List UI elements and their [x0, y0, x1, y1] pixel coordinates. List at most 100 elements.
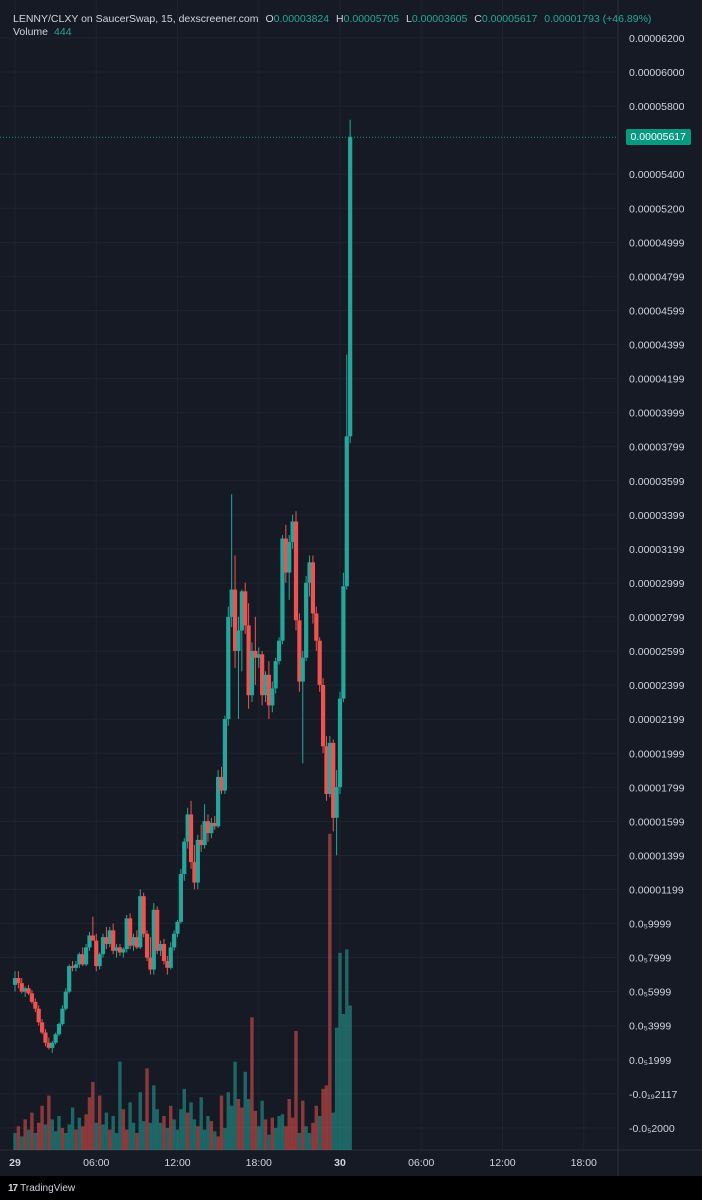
- tradingview-logo[interactable]: 17 TradingView: [8, 1183, 75, 1194]
- volume-bar: [64, 1133, 68, 1150]
- volume-bar: [307, 1133, 312, 1150]
- candle-body: [283, 538, 288, 573]
- volume-bar: [206, 1116, 210, 1150]
- time-tick-label: 30: [334, 1157, 346, 1169]
- volume-bar: [233, 1061, 237, 1150]
- volume-bar: [158, 1122, 163, 1150]
- volume-bar: [304, 1126, 308, 1150]
- volume-bar: [162, 1116, 166, 1150]
- volume-bar: [219, 1095, 224, 1150]
- candle-body: [327, 742, 332, 794]
- candle-body: [121, 949, 126, 953]
- volume-bar: [131, 1122, 136, 1150]
- volume-bar: [338, 952, 342, 1150]
- volume-bar: [345, 949, 349, 1150]
- candle-body: [337, 698, 343, 788]
- candle-body: [317, 640, 322, 685]
- volume-bar: [314, 1105, 319, 1150]
- volume-bar: [301, 1100, 305, 1150]
- volume-bar: [216, 1136, 220, 1150]
- volume-bar: [294, 1031, 298, 1150]
- volume-bar: [36, 1122, 41, 1150]
- candle-body: [111, 930, 116, 951]
- time-tick-label: 06:00: [408, 1157, 434, 1169]
- volume-bar: [125, 1129, 129, 1150]
- price-tick-label: 0.00004599: [629, 305, 685, 317]
- candle-body: [12, 978, 18, 985]
- price-tick-label: 0.00006200: [629, 33, 685, 45]
- candle-body: [70, 966, 75, 968]
- candle-body: [60, 1008, 65, 1025]
- candle-body: [195, 839, 200, 883]
- candle-body: [161, 943, 167, 962]
- volume-bar: [47, 1095, 51, 1150]
- volume-bar: [273, 1127, 278, 1150]
- volume-bar: [263, 1119, 268, 1150]
- candle-body: [117, 947, 123, 953]
- price-tick-label: 0.00005400: [629, 169, 685, 181]
- volume-bar: [202, 1129, 207, 1150]
- volume-bar: [223, 1127, 227, 1150]
- candle-body: [138, 896, 143, 948]
- candle-body: [260, 654, 265, 696]
- price-tick-label: 0.00002999: [629, 578, 685, 590]
- volume-bar: [128, 1102, 132, 1150]
- candle-body: [83, 947, 89, 965]
- candle-body: [168, 947, 173, 968]
- volume-bar: [253, 1110, 258, 1150]
- candle-body: [276, 640, 282, 662]
- price-tick-label: 0.00004199: [629, 374, 685, 386]
- low-value: 0.00003605: [411, 13, 468, 25]
- volume-bar: [135, 1133, 139, 1150]
- footer-bar: 17 TradingView: [0, 1176, 702, 1200]
- volume-value: 444: [54, 26, 72, 38]
- volume-bar: [26, 1129, 31, 1150]
- candle-body: [280, 538, 285, 641]
- candle-body: [165, 961, 170, 968]
- time-tick-label: 18:00: [246, 1157, 272, 1169]
- volume-bar: [226, 1092, 230, 1150]
- volume-bar: [67, 1124, 71, 1150]
- candle-body: [273, 661, 278, 689]
- volume-bar: [165, 1127, 170, 1150]
- volume-bar: [97, 1095, 102, 1150]
- volume-bar: [70, 1107, 75, 1150]
- price-tick-label: 0.00003199: [629, 544, 685, 556]
- volume-bar: [155, 1109, 159, 1150]
- candle-body: [304, 582, 309, 658]
- candle-body: [26, 988, 31, 994]
- candle-body: [253, 650, 258, 658]
- candle-body: [175, 921, 180, 934]
- volume-bar: [257, 1126, 261, 1150]
- volume-bar: [111, 1116, 115, 1150]
- tradingview-mark-icon: 17: [8, 1183, 18, 1194]
- candle-body: [87, 935, 92, 948]
- volume-bar: [91, 1082, 95, 1150]
- candle-body: [77, 954, 82, 965]
- candle-body: [172, 933, 177, 948]
- volume-bar: [77, 1117, 82, 1150]
- volume-bar: [213, 1131, 217, 1150]
- candle-body: [246, 625, 251, 696]
- candle-body: [182, 841, 187, 875]
- price-tick-label: 0.00003799: [629, 442, 685, 454]
- symbol-title: LENNY/CLXY on SaucerSwap, 15, dexscreene…: [13, 13, 259, 25]
- volume-bar: [33, 1133, 38, 1150]
- volume-bar: [60, 1127, 65, 1150]
- candle-body: [29, 993, 35, 1002]
- volume-bar: [169, 1105, 173, 1150]
- high-value: 0.00005705: [343, 13, 400, 25]
- price-tick-label: 0.00005200: [629, 203, 685, 215]
- candle-body: [114, 947, 119, 951]
- candle-body: [158, 943, 163, 951]
- volume-bar: [246, 1099, 251, 1150]
- candle-body: [320, 684, 326, 747]
- price-tick-label: 0.00001999: [629, 748, 685, 760]
- candle-body: [90, 935, 95, 941]
- candle-body: [236, 630, 241, 651]
- open-label: O: [265, 13, 274, 25]
- volume-bar: [229, 1105, 234, 1150]
- candle-body: [334, 787, 339, 818]
- time-tick-label: 29: [9, 1157, 21, 1169]
